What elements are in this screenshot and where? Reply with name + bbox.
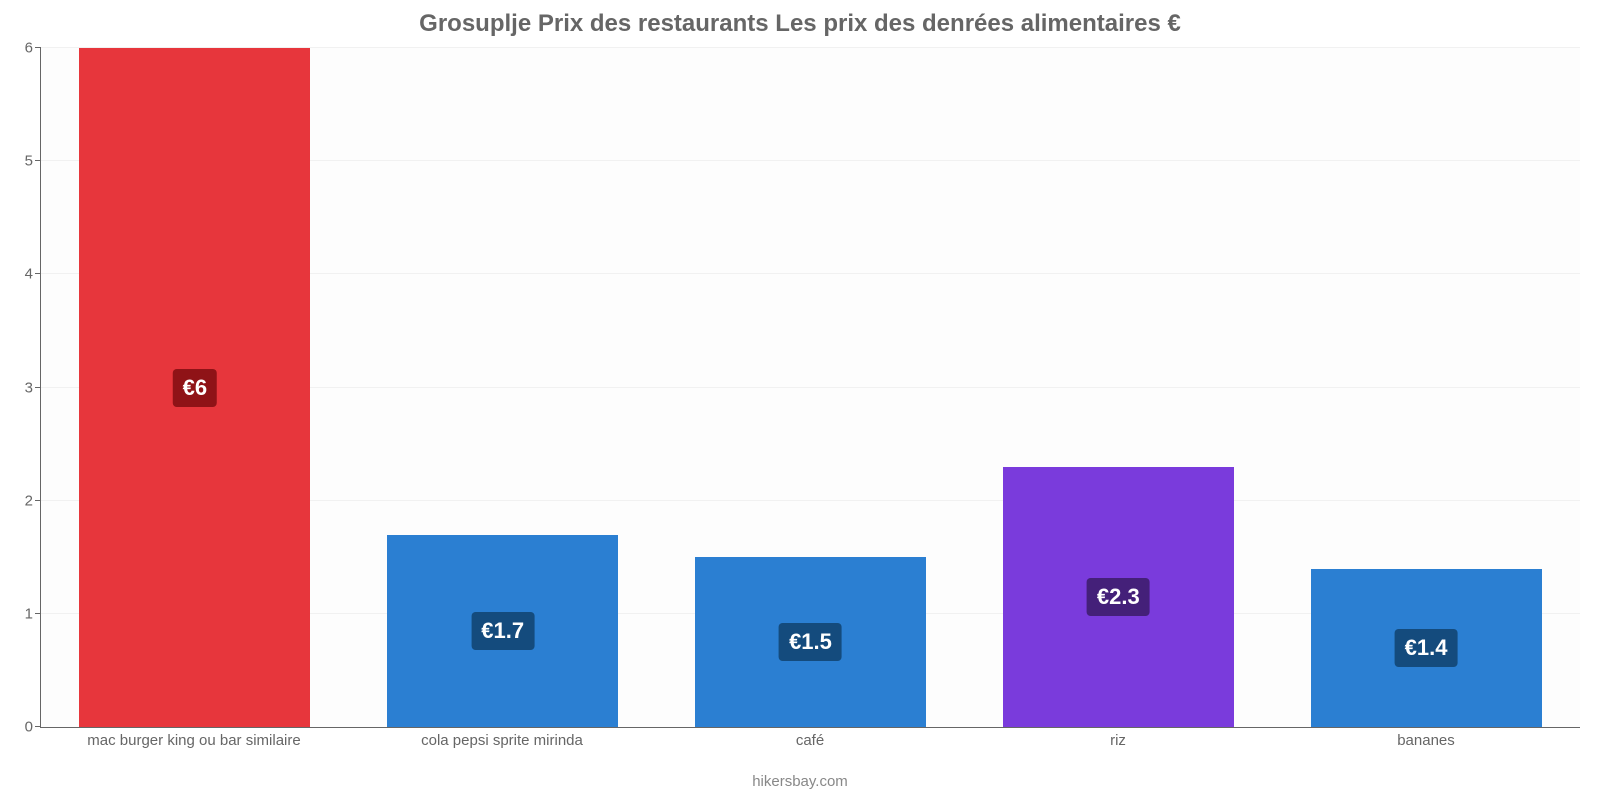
- x-axis-label: bananes: [1272, 732, 1580, 749]
- bar-slot: €1.7: [349, 48, 657, 727]
- y-tick-label: 6: [25, 40, 41, 57]
- y-tick-label: 0: [25, 719, 41, 736]
- bar-slot: €2.3: [964, 48, 1272, 727]
- bar-slot: €6: [41, 48, 349, 727]
- bars-container: €6 €1.7 €1.5 €2.3 €1.4: [41, 48, 1580, 727]
- bar-value-label: €1.5: [779, 623, 842, 661]
- x-axis-label: cola pepsi sprite mirinda: [348, 732, 656, 749]
- bar-value-label: €6: [173, 369, 217, 407]
- y-tick-label: 3: [25, 379, 41, 396]
- bar-value-label: €2.3: [1087, 578, 1150, 616]
- x-axis-labels: mac burger king ou bar similairecola pep…: [40, 732, 1580, 749]
- bar: €1.5: [695, 557, 926, 727]
- price-bar-chart: Grosuplje Prix des restaurants Les prix …: [0, 0, 1600, 800]
- x-axis-label: café: [656, 732, 964, 749]
- y-tick-label: 4: [25, 266, 41, 283]
- bar-value-label: €1.4: [1395, 629, 1458, 667]
- bar: €1.7: [387, 535, 618, 727]
- bar: €6: [79, 48, 310, 727]
- bar: €2.3: [1003, 467, 1234, 727]
- x-axis-label: riz: [964, 732, 1272, 749]
- chart-title: Grosuplje Prix des restaurants Les prix …: [0, 10, 1600, 38]
- bar: €1.4: [1311, 569, 1542, 727]
- plot-area: 0123456 €6€1.7€1.5€2.3€1.4: [40, 48, 1580, 728]
- bar-value-label: €1.7: [471, 612, 534, 650]
- y-tick-label: 1: [25, 605, 41, 622]
- y-tick-label: 2: [25, 492, 41, 509]
- x-axis-label: mac burger king ou bar similaire: [40, 732, 348, 749]
- y-tick-label: 5: [25, 153, 41, 170]
- chart-footer: hikersbay.com: [0, 773, 1600, 790]
- bar-slot: €1.5: [657, 48, 965, 727]
- bar-slot: €1.4: [1272, 48, 1580, 727]
